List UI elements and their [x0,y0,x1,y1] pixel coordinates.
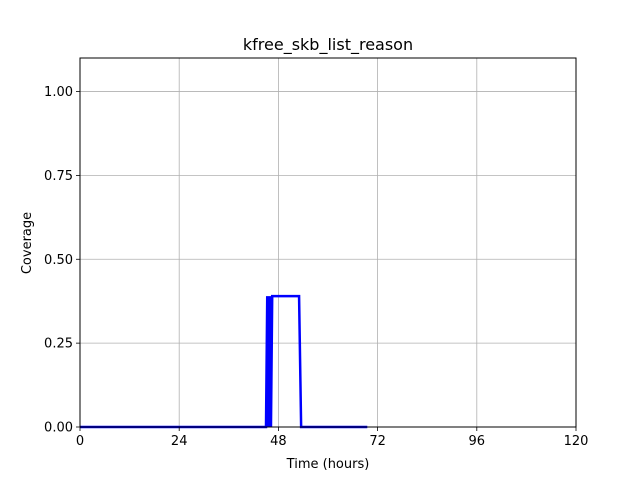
x-tick-label: 72 [369,434,386,449]
x-tick-label: 0 [76,434,84,449]
x-tick-label: 48 [270,434,287,449]
y-axis-ticks: 0.00 0.25 0.50 0.75 1.00 [44,85,80,436]
x-tick-label: 96 [469,434,486,449]
y-axis-label: Coverage [20,212,35,274]
y-tick-label: 0.50 [44,253,73,268]
plot-frame [79,57,577,428]
x-axis-label: Time (hours) [286,457,370,472]
y-tick-label: 0.00 [44,421,73,436]
x-tick-label: 120 [564,434,589,449]
y-tick-label: 1.00 [44,85,73,100]
chart-title: kfree_skb_list_reason [243,35,413,55]
x-axis-ticks: 0 24 48 72 96 120 [76,427,589,449]
x-tick-label: 24 [171,434,188,449]
y-tick-label: 0.75 [44,169,73,184]
y-tick-label: 0.25 [44,337,73,352]
